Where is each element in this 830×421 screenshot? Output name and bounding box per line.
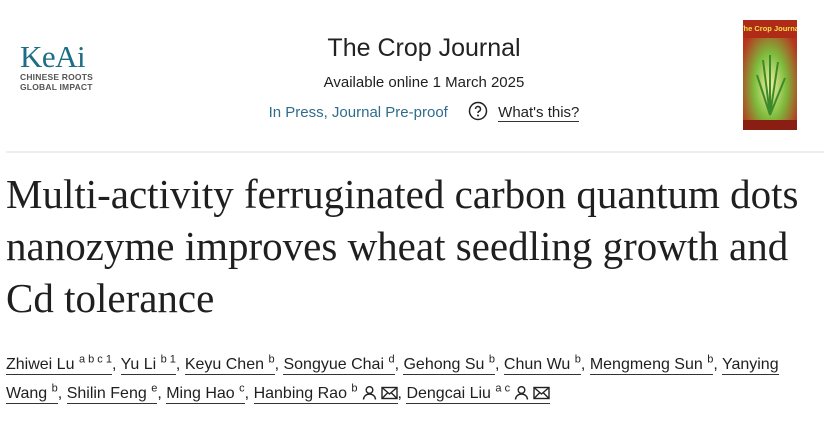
affiliation: b xyxy=(51,382,58,395)
author[interactable]: Songyue Chai d xyxy=(283,353,395,375)
author-name: Mengmeng Sun xyxy=(589,356,703,373)
journal-cover[interactable]: The Crop Journal xyxy=(743,20,797,130)
divider xyxy=(6,151,824,153)
author-name: Chun Wu xyxy=(503,356,571,373)
status-line: In Press, Journal Pre-proof What's this? xyxy=(200,101,648,122)
affiliation: a c xyxy=(495,382,511,395)
help-icon[interactable] xyxy=(468,101,488,121)
affiliation: b xyxy=(574,353,581,366)
article-title: Multi-activity ferruginated carbon quant… xyxy=(6,171,799,321)
author-entry: Hanbing Rao b, xyxy=(253,382,407,404)
author-entry: Zhiwei Lu a b c 1, xyxy=(6,353,121,375)
separator: , xyxy=(580,356,586,373)
status[interactable]: In Press, Journal Pre-proof xyxy=(268,104,448,121)
author-name: Shilin Feng xyxy=(66,385,147,402)
affiliation: b xyxy=(268,353,275,366)
separator: , xyxy=(157,385,162,402)
author-name: Dengcai Liu xyxy=(406,385,491,402)
affiliation: d xyxy=(388,353,395,366)
affiliation: e xyxy=(151,382,158,395)
affiliation: b xyxy=(488,353,496,366)
separator: , xyxy=(57,385,63,402)
mail-icon[interactable] xyxy=(533,386,550,400)
author-entry: Yu Li b 1, xyxy=(120,353,185,375)
author[interactable]: Dengcai Liu a c xyxy=(406,382,551,404)
author[interactable]: Chun Wu b xyxy=(503,353,581,375)
author[interactable]: Mengmeng Sun b xyxy=(589,353,714,375)
availability: Available online 1 March 2025 xyxy=(323,74,525,91)
author-entry: Keyu Chen b, xyxy=(184,353,284,375)
author-name: Keyu Chen xyxy=(184,356,264,373)
author-name: Songyue Chai xyxy=(283,356,384,373)
author[interactable]: Shilin Feng e xyxy=(66,382,158,404)
author-name: Yanying Wang xyxy=(6,356,779,402)
affiliation: b xyxy=(707,353,714,366)
help-link[interactable]: What's this? xyxy=(498,104,580,122)
person-icon[interactable] xyxy=(362,385,377,400)
mail-icon[interactable] xyxy=(380,386,398,400)
separator: , xyxy=(111,356,117,373)
author[interactable]: Keyu Chen b xyxy=(184,353,275,375)
author[interactable]: Zhiwei Lu a b c 1 xyxy=(6,353,112,375)
separator: , xyxy=(394,356,400,373)
author-list: Zhiwei Lu a b c 1, Yu Li b 1, Keyu Chen … xyxy=(6,350,824,408)
journal-title[interactable]: The Crop Journal xyxy=(327,34,521,62)
separator: , xyxy=(175,356,181,373)
separator: , xyxy=(244,385,250,402)
author-name: Hanbing Rao xyxy=(253,385,347,402)
author-name: Yu Li xyxy=(120,356,157,373)
author-name: Ming Hao xyxy=(166,385,235,402)
affiliation: b xyxy=(351,382,358,395)
author[interactable]: Yanying Wang b xyxy=(6,356,779,404)
affiliation: b 1 xyxy=(160,353,176,366)
author[interactable]: Yu Li b 1 xyxy=(120,353,176,375)
author-entry: Songyue Chai d, xyxy=(283,353,403,375)
author-entry: Shilin Feng e, xyxy=(66,382,167,404)
separator: , xyxy=(397,385,402,402)
affiliation: c xyxy=(239,382,245,395)
author-name: Gehong Su xyxy=(403,356,485,373)
person-icon[interactable] xyxy=(514,385,529,400)
author-entry: Gehong Su b, xyxy=(403,353,503,375)
author[interactable]: Ming Hao c xyxy=(166,382,245,404)
author-entry: Dengcai Liu a c xyxy=(406,382,551,404)
separator: , xyxy=(495,356,500,373)
author-entry: Chun Wu b, xyxy=(503,353,590,375)
separator: , xyxy=(713,356,718,373)
affiliation: a b c 1 xyxy=(78,353,112,366)
separator: , xyxy=(274,356,280,373)
publisher-logo[interactable]: KeAi CHINESE ROOTS GLOBAL IMPACT xyxy=(20,39,110,92)
logo-tagline: CHINESE ROOTS xyxy=(20,72,93,82)
author-entry: Ming Hao c, xyxy=(166,382,253,404)
logo-tagline: GLOBAL IMPACT xyxy=(20,82,93,92)
author-entry: Yanying Wang b, xyxy=(6,356,779,404)
author[interactable]: Hanbing Rao b xyxy=(253,382,398,404)
author-entry: Mengmeng Sun b, xyxy=(589,353,722,375)
author[interactable]: Gehong Su b xyxy=(403,353,496,375)
logo-name: KeAi xyxy=(20,39,86,74)
author-name: Zhiwei Lu xyxy=(6,356,75,373)
cover-title: The Crop Journal xyxy=(743,24,797,33)
